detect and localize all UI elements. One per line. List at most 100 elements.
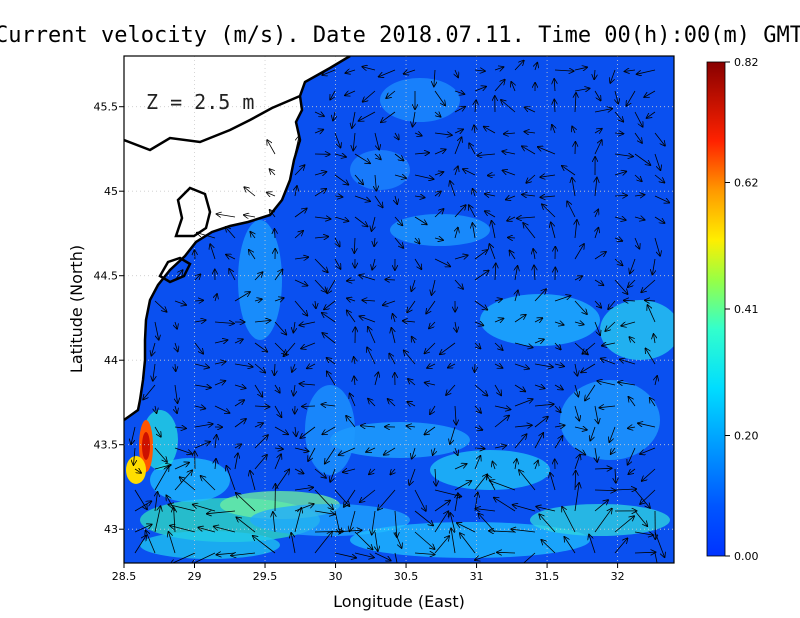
velocity-arrow: [314, 532, 332, 554]
velocity-arrow: [562, 507, 576, 533]
velocity-arrow: [195, 250, 196, 260]
velocity-arrow: [175, 342, 178, 351]
velocity-arrow: [608, 300, 616, 309]
velocity-arrow: [314, 172, 326, 175]
velocity-arrow: [567, 202, 576, 218]
velocity-arrow: [494, 364, 502, 368]
velocity-arrow: [574, 427, 587, 430]
x-tick-label: 29.5: [253, 570, 278, 583]
velocity-arrow: [154, 506, 161, 533]
velocity-arrow: [650, 398, 656, 407]
velocity-arrow: [454, 255, 468, 259]
velocity-arrow: [642, 468, 656, 481]
velocity-arrow: [374, 552, 391, 561]
velocity-arrow: [454, 91, 464, 94]
velocity-arrow: [541, 540, 556, 554]
velocity-arrow: [645, 300, 656, 301]
velocity-arrow: [654, 174, 664, 183]
velocity-arrow: [253, 536, 276, 554]
velocity-arrow: [614, 516, 634, 533]
velocity-arrow: [455, 405, 456, 425]
velocity-arrow: [554, 342, 561, 349]
velocity-arrow: [581, 363, 596, 372]
velocity-arrow: [492, 221, 496, 239]
velocity-arrow: [301, 342, 316, 349]
velocity-arrow: [574, 244, 584, 260]
velocity-arrow: [494, 406, 510, 410]
velocity-arrow: [151, 342, 155, 356]
velocity-arrow: [554, 79, 555, 92]
velocity-arrow: [366, 448, 376, 452]
velocity-arrow: [274, 426, 288, 434]
velocity-arrow: [394, 175, 406, 178]
velocity-arrow: [345, 90, 356, 95]
velocity-arrow: [335, 237, 340, 246]
velocity-arrow: [194, 364, 209, 368]
velocity-arrow: [394, 531, 402, 548]
velocity-arrow: [194, 320, 206, 322]
velocity-arrow: [490, 481, 516, 491]
velocity-arrow: [175, 405, 177, 413]
velocity-arrow: [215, 435, 217, 449]
velocity-arrow: [634, 552, 655, 553]
velocity-arrow: [234, 292, 250, 302]
velocity-arrow: [350, 510, 356, 531]
velocity-arrow: [589, 535, 596, 554]
velocity-arrow: [267, 140, 276, 155]
velocity-arrow: [294, 231, 303, 239]
velocity-arrow: [538, 147, 556, 155]
velocity-arrow: [534, 404, 554, 406]
velocity-arrow: [415, 238, 420, 243]
velocity-arrow: [574, 322, 584, 325]
velocity-arrow: [450, 426, 456, 444]
velocity-arrow: [614, 195, 627, 196]
velocity-arrow: [504, 133, 516, 134]
velocity-arrow: [254, 272, 263, 281]
velocity-arrow: [654, 216, 665, 223]
velocity-arrow: [469, 143, 476, 155]
velocity-arrow: [273, 512, 275, 533]
velocity-arrow: [330, 468, 336, 482]
velocity-arrow: [175, 363, 176, 371]
velocity-arrow: [475, 552, 496, 560]
velocity-arrow: [334, 530, 362, 532]
velocity-arrow: [372, 216, 376, 231]
velocity-arrow: [404, 70, 416, 74]
velocity-arrow: [395, 195, 397, 204]
velocity-arrow: [197, 233, 216, 239]
velocity-arrow: [552, 125, 555, 134]
velocity-arrow: [634, 195, 644, 196]
velocity-arrow: [155, 492, 158, 512]
velocity-arrow: [254, 435, 268, 449]
velocity-arrow: [594, 468, 612, 469]
x-tick-label: 30.5: [394, 570, 419, 583]
velocity-arrow: [154, 466, 169, 491]
velocity-arrow: [372, 258, 375, 270]
velocity-arrow: [217, 214, 236, 217]
speed-field: [126, 78, 674, 559]
velocity-arrow: [322, 426, 336, 434]
velocity-arrow: [354, 377, 355, 386]
velocity-arrow: [582, 342, 596, 354]
velocity-arrow: [414, 510, 433, 525]
velocity-arrow: [395, 510, 397, 537]
speed-patch: [480, 294, 600, 346]
velocity-arrow: [274, 298, 284, 301]
velocity-arrow: [434, 172, 443, 175]
velocity-arrow: [194, 406, 205, 409]
velocity-arrow: [644, 90, 656, 97]
colorbar-tick-label: 0.00: [734, 550, 759, 563]
velocity-arrow: [254, 384, 262, 397]
velocity-arrow: [654, 531, 665, 557]
x-tick-label: 31.5: [535, 570, 560, 583]
velocity-arrow: [594, 69, 595, 79]
velocity-arrow: [210, 244, 216, 260]
velocity-arrow: [327, 372, 336, 386]
velocity-arrow: [615, 468, 616, 483]
velocity-arrow: [385, 280, 396, 281]
velocity-arrow: [254, 342, 267, 352]
velocity-arrow: [343, 469, 356, 472]
velocity-arrow: [270, 210, 276, 218]
velocity-arrow: [514, 425, 532, 427]
velocity-arrow: [474, 456, 480, 470]
